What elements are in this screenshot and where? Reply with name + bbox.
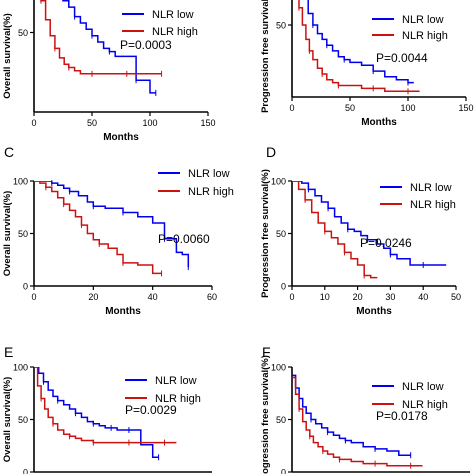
legend-label-low: NLR low: [402, 14, 444, 26]
y-tick-label: 100: [271, 177, 286, 187]
y-tick-label: 0: [23, 282, 28, 292]
p-value-label: P=0.0246: [360, 236, 412, 250]
x-tick-label: 40: [148, 292, 158, 302]
x-tick-label: 60: [207, 292, 217, 302]
legend-label-low: NLR low: [410, 182, 452, 194]
legend-label-high: NLR high: [155, 393, 201, 405]
y-tick-label: 0: [23, 468, 28, 474]
y-tick-label: 50: [276, 21, 286, 31]
x-tick-label: 0: [31, 118, 36, 128]
y-tick-label: 50: [18, 415, 28, 425]
series-line-high: [34, 181, 162, 275]
y-axis-label: Overall survival(%): [2, 13, 13, 99]
y-axis-label: Progression free survival(%): [260, 0, 271, 113]
y-axis-label: Progression free survival(%): [260, 169, 271, 298]
x-axis-label: Months: [356, 306, 392, 317]
y-tick-label: 100: [271, 363, 286, 373]
x-tick-label: 0: [31, 292, 36, 302]
p-value-label: P=0.0029: [125, 403, 177, 417]
legend-label-high: NLR high: [410, 199, 456, 211]
panel-b: 50 0 50 100 150 Months Progression free surviv…: [260, 0, 474, 128]
x-axis-label: Months: [105, 306, 141, 317]
y-axis-label: Progression free survival(%): [260, 355, 271, 474]
legend-label-low: NLR low: [402, 381, 444, 393]
x-tick-label: 50: [87, 118, 97, 128]
series-line-low: [62, 0, 156, 94]
y-tick-label: 50: [18, 229, 28, 239]
y-tick-label: 100: [13, 363, 28, 373]
legend-label-high: NLR high: [402, 30, 448, 42]
panel-letter: C: [4, 144, 14, 160]
panel-d: D 0 50 100 0 10 20 30 40 50 Months Progression free…: [260, 144, 461, 317]
y-tick-label: 100: [13, 177, 28, 187]
panel-c: C 0 50 100 0 20 40 60 Months Overall survival(%) N…: [2, 144, 234, 317]
panel-a: 50 0 50 100 150 Months Overall survival(%) NLR …: [2, 0, 216, 143]
x-tick-label: 50: [345, 103, 355, 113]
legend-label-high: NLR high: [152, 26, 198, 38]
y-tick-label: 50: [18, 28, 28, 38]
x-axis-label: Months: [103, 132, 139, 143]
series-line-low: [34, 181, 190, 268]
legend-label-low: NLR low: [155, 375, 197, 387]
x-tick-label: 150: [458, 103, 473, 113]
series-line-high: [40, 0, 162, 75]
x-tick-label: 20: [88, 292, 98, 302]
panel-letter: E: [4, 344, 13, 360]
series-line-low: [307, 0, 414, 84]
series-line-high: [34, 367, 177, 444]
legend-label-high: NLR high: [402, 399, 448, 411]
x-tick-label: 20: [353, 292, 363, 302]
x-tick-label: 0: [289, 292, 294, 302]
x-tick-label: 0: [289, 103, 294, 113]
y-tick-label: 50: [276, 415, 286, 425]
p-value-label: P=0.0060: [158, 232, 210, 246]
x-axis-label: Months: [361, 117, 397, 128]
x-tick-label: 30: [385, 292, 395, 302]
p-value-label: P=0.0044: [376, 51, 428, 65]
x-tick-label: 10: [320, 292, 330, 302]
y-tick-label: 0: [281, 468, 286, 474]
x-tick-label: 100: [142, 118, 157, 128]
panel-letter: F: [262, 344, 271, 360]
x-tick-label: 50: [451, 292, 461, 302]
panel-letter: D: [266, 144, 276, 160]
x-tick-label: 100: [400, 103, 415, 113]
x-tick-label: 150: [200, 118, 215, 128]
p-value-label: P=0.0178: [376, 409, 428, 423]
series-line-high: [292, 181, 378, 279]
legend-label-low: NLR low: [152, 9, 194, 21]
series-line-low: [292, 181, 447, 266]
y-tick-label: 50: [276, 229, 286, 239]
x-tick-label: 40: [418, 292, 428, 302]
y-axis-label: Overall survival(%): [2, 191, 13, 277]
p-value-label: P=0.0003: [120, 38, 172, 52]
series-line-low: [34, 367, 159, 459]
legend-label-high: NLR high: [188, 186, 234, 198]
y-tick-label: 0: [281, 282, 286, 292]
legend-label-low: NLR low: [188, 168, 230, 180]
y-axis-label: Overall survival(%): [2, 377, 13, 463]
